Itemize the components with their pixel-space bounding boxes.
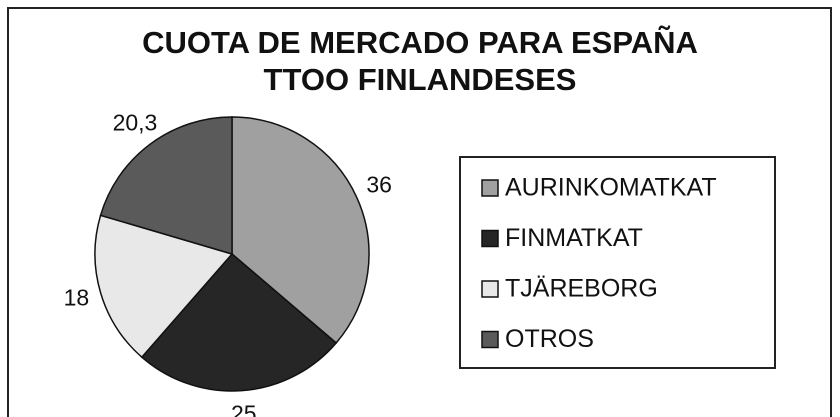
data-label: 25 [231,401,257,417]
chart-title: TTOO FINLANDESES [264,62,577,97]
data-label: 18 [64,284,90,310]
legend-label: FINMATKAT [505,224,643,252]
data-label: 20,3 [113,109,158,135]
legend-box [459,156,776,369]
legend-label: TJÄREBORG [505,275,658,303]
legend-label: OTROS [505,325,594,353]
pie-slice [140,252,338,392]
pie-slice [231,116,370,345]
pie-slice [99,116,233,256]
legend-swatch [481,179,499,197]
data-label: 36 [366,171,392,197]
legend-swatch [481,229,499,248]
legend-swatch [481,280,499,298]
pie-slice [94,214,234,359]
legend-label: AURINKOMATKAT [505,174,717,202]
legend-swatch [481,330,499,349]
chart-title: CUOTA DE MERCADO PARA ESPAÑA [142,25,698,60]
